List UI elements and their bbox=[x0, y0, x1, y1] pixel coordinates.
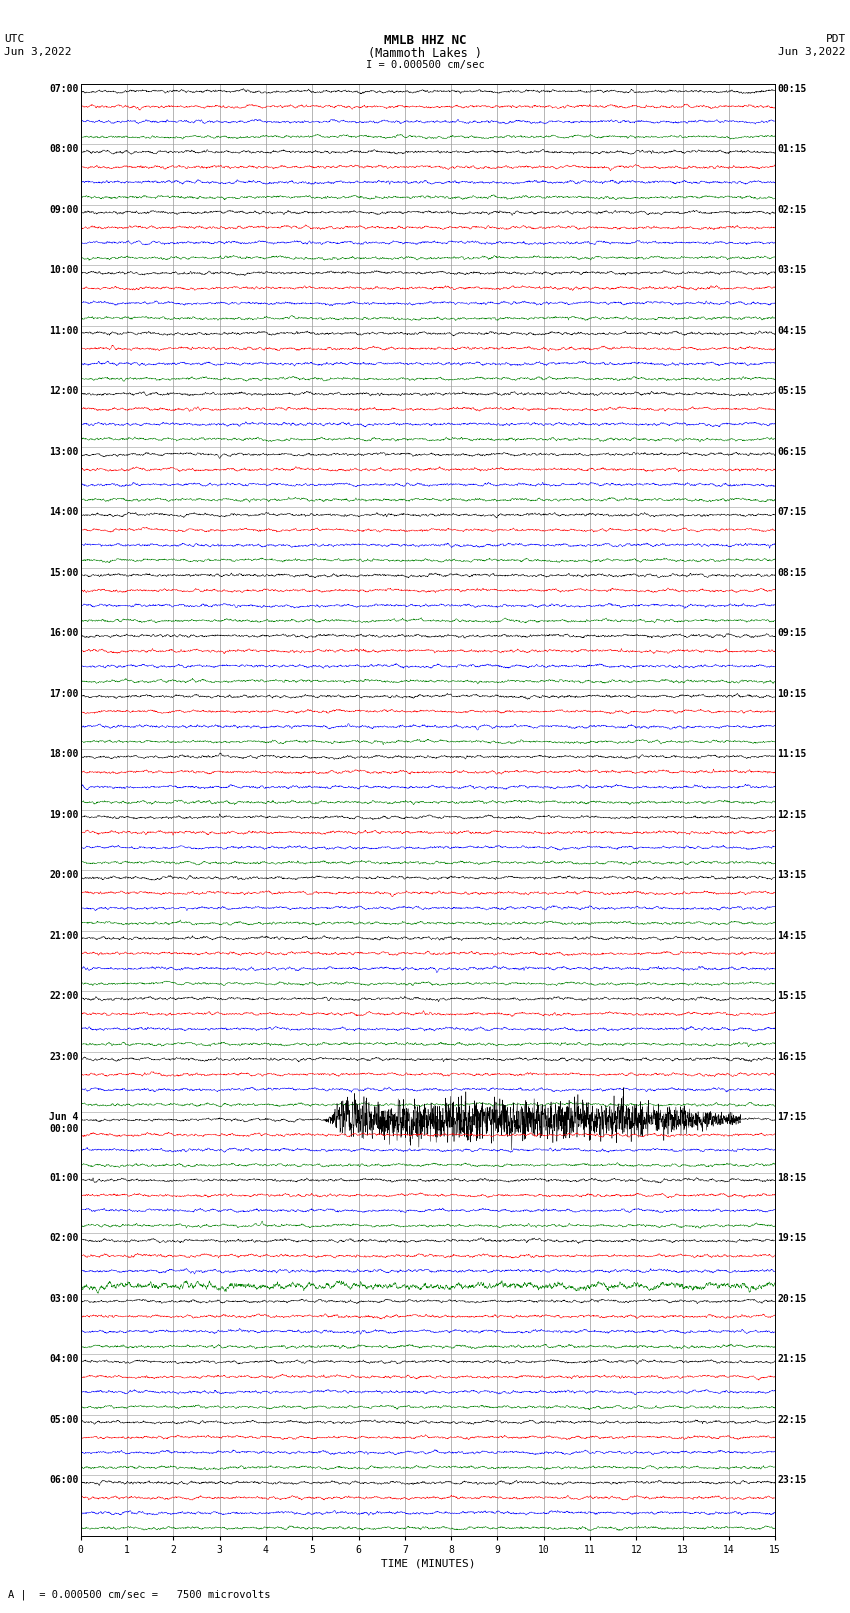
Text: 00:15: 00:15 bbox=[777, 84, 807, 94]
Text: PDT: PDT bbox=[825, 34, 846, 44]
Text: 23:00: 23:00 bbox=[49, 1052, 79, 1061]
Text: 16:00: 16:00 bbox=[49, 629, 79, 639]
Text: 01:15: 01:15 bbox=[777, 145, 807, 155]
Text: 12:15: 12:15 bbox=[777, 810, 807, 819]
Text: 22:15: 22:15 bbox=[777, 1415, 807, 1424]
Text: 23:15: 23:15 bbox=[777, 1474, 807, 1486]
Text: 17:15: 17:15 bbox=[777, 1113, 807, 1123]
Text: 07:15: 07:15 bbox=[777, 508, 807, 518]
Text: 19:15: 19:15 bbox=[777, 1232, 807, 1244]
Text: 06:15: 06:15 bbox=[777, 447, 807, 456]
Text: 16:15: 16:15 bbox=[777, 1052, 807, 1061]
Text: 03:15: 03:15 bbox=[777, 266, 807, 276]
Text: 21:00: 21:00 bbox=[49, 931, 79, 940]
Text: 09:15: 09:15 bbox=[777, 629, 807, 639]
Text: 10:00: 10:00 bbox=[49, 266, 79, 276]
Text: 11:00: 11:00 bbox=[49, 326, 79, 336]
Text: UTC: UTC bbox=[4, 34, 25, 44]
Text: A |  = 0.000500 cm/sec =   7500 microvolts: A | = 0.000500 cm/sec = 7500 microvolts bbox=[8, 1589, 271, 1600]
Text: 22:00: 22:00 bbox=[49, 990, 79, 1002]
Text: Jun 3,2022: Jun 3,2022 bbox=[4, 47, 71, 56]
Text: 13:15: 13:15 bbox=[777, 871, 807, 881]
Text: 20:15: 20:15 bbox=[777, 1294, 807, 1303]
Text: 14:00: 14:00 bbox=[49, 508, 79, 518]
Text: 05:00: 05:00 bbox=[49, 1415, 79, 1424]
Text: 09:00: 09:00 bbox=[49, 205, 79, 215]
Text: 18:00: 18:00 bbox=[49, 748, 79, 760]
Text: 02:15: 02:15 bbox=[777, 205, 807, 215]
Text: 05:15: 05:15 bbox=[777, 387, 807, 397]
Text: 14:15: 14:15 bbox=[777, 931, 807, 940]
Text: 10:15: 10:15 bbox=[777, 689, 807, 698]
Text: 13:00: 13:00 bbox=[49, 447, 79, 456]
Text: MMLB HHZ NC: MMLB HHZ NC bbox=[383, 34, 467, 47]
Text: (Mammoth Lakes ): (Mammoth Lakes ) bbox=[368, 47, 482, 60]
Text: 17:00: 17:00 bbox=[49, 689, 79, 698]
Text: 07:00: 07:00 bbox=[49, 84, 79, 94]
Text: 03:00: 03:00 bbox=[49, 1294, 79, 1303]
Text: 02:00: 02:00 bbox=[49, 1232, 79, 1244]
Text: 01:00: 01:00 bbox=[49, 1173, 79, 1182]
Text: 15:15: 15:15 bbox=[777, 990, 807, 1002]
Text: 08:00: 08:00 bbox=[49, 145, 79, 155]
Text: 04:00: 04:00 bbox=[49, 1355, 79, 1365]
Text: 11:15: 11:15 bbox=[777, 748, 807, 760]
Text: 12:00: 12:00 bbox=[49, 387, 79, 397]
Text: 06:00: 06:00 bbox=[49, 1474, 79, 1486]
Text: 04:15: 04:15 bbox=[777, 326, 807, 336]
Text: 19:00: 19:00 bbox=[49, 810, 79, 819]
Text: Jun 3,2022: Jun 3,2022 bbox=[779, 47, 846, 56]
Text: 08:15: 08:15 bbox=[777, 568, 807, 577]
Text: 15:00: 15:00 bbox=[49, 568, 79, 577]
Text: 18:15: 18:15 bbox=[777, 1173, 807, 1182]
Text: I = 0.000500 cm/sec: I = 0.000500 cm/sec bbox=[366, 60, 484, 69]
Text: Jun 4
00:00: Jun 4 00:00 bbox=[49, 1113, 79, 1134]
Text: 21:15: 21:15 bbox=[777, 1355, 807, 1365]
Text: 20:00: 20:00 bbox=[49, 871, 79, 881]
X-axis label: TIME (MINUTES): TIME (MINUTES) bbox=[381, 1558, 475, 1569]
